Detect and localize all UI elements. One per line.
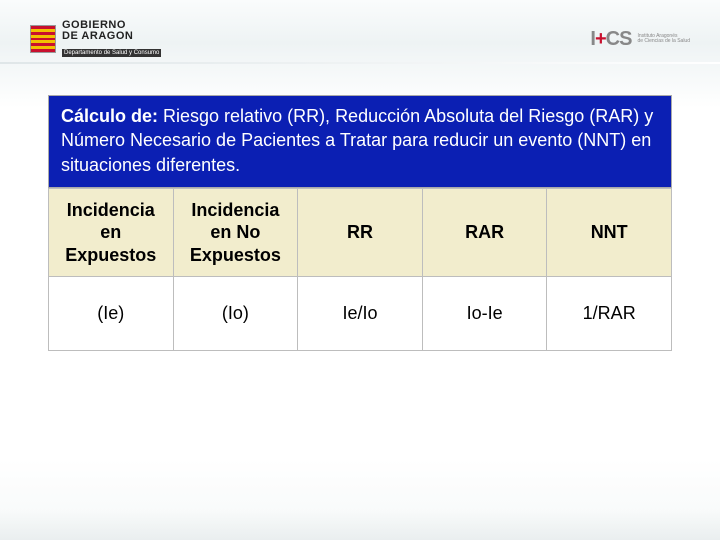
title-box: Cálculo de: Riesgo relativo (RR), Reducc… — [48, 95, 672, 188]
header-divider — [0, 62, 720, 64]
ics-subtext: Instituto Aragonés de Ciencias de la Sal… — [637, 34, 690, 45]
col-header: IncidenciaenExpuestos — [49, 188, 174, 277]
table-cell: (Io) — [173, 277, 298, 351]
title-bold: Cálculo de: — [61, 106, 158, 126]
col-header: RAR — [422, 188, 547, 277]
logo-ics: I+CS Instituto Aragonés de Ciencias de l… — [590, 28, 690, 51]
table-header-row: IncidenciaenExpuestos Incidenciaen NoExp… — [49, 188, 672, 277]
table-cell: Ie/Io — [298, 277, 423, 351]
ics-logo-text: I+CS — [590, 28, 631, 51]
table-cell: (Ie) — [49, 277, 174, 351]
calc-table: IncidenciaenExpuestos Incidenciaen NoExp… — [48, 188, 672, 352]
gov-line3: Departamento de Salud y Consumo — [62, 49, 161, 57]
table-cell: 1/RAR — [547, 277, 672, 351]
table-cell: Io-Ie — [422, 277, 547, 351]
footer-shadow — [0, 510, 720, 540]
gov-line2: DE ARAGON — [62, 31, 161, 42]
col-header: Incidenciaen NoExpuestos — [173, 188, 298, 277]
table-row: (Ie) (Io) Ie/Io Io-Ie 1/RAR — [49, 277, 672, 351]
col-header: NNT — [547, 188, 672, 277]
aragon-flag-icon — [30, 25, 56, 53]
gov-text: GOBIERNO DE ARAGON Departamento de Salud… — [62, 20, 161, 58]
col-header: RR — [298, 188, 423, 277]
main-content: Cálculo de: Riesgo relativo (RR), Reducc… — [48, 95, 672, 351]
header: GOBIERNO DE ARAGON Departamento de Salud… — [0, 0, 720, 70]
logo-gobierno-aragon: GOBIERNO DE ARAGON Departamento de Salud… — [30, 20, 161, 58]
